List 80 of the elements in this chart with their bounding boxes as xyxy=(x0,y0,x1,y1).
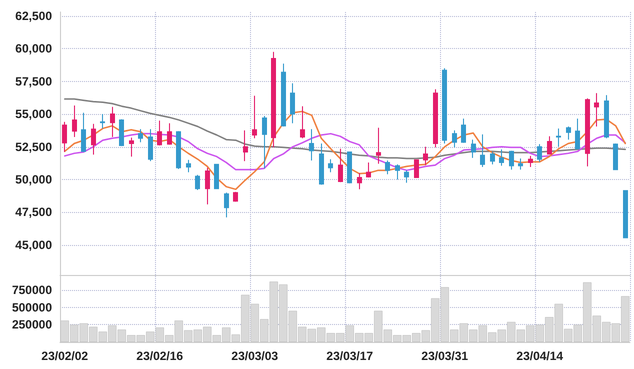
candlestick xyxy=(138,128,143,143)
candlestick xyxy=(205,167,210,205)
candlestick xyxy=(585,98,590,167)
candlestick xyxy=(471,139,476,158)
x-tick-label: 23/03/31 xyxy=(421,349,468,363)
x-tick-label: 23/02/02 xyxy=(41,349,88,363)
candlestick xyxy=(309,128,314,162)
candlestick xyxy=(176,130,181,170)
candlestick xyxy=(281,63,286,127)
y-tick-label: 750000 xyxy=(12,282,52,297)
candlestick xyxy=(119,118,124,147)
candlestick xyxy=(518,158,523,170)
candlestick xyxy=(566,126,571,140)
candlestick xyxy=(404,170,409,184)
candlestick xyxy=(376,127,381,164)
y-tick-label: 50,000 xyxy=(15,172,52,186)
candlestick xyxy=(461,118,466,144)
candlestick xyxy=(290,82,295,124)
candlestick xyxy=(452,130,457,148)
candlestick xyxy=(157,120,162,146)
y-tick-label: 250000 xyxy=(12,318,52,332)
candlestick xyxy=(604,94,609,139)
candlestick xyxy=(575,118,580,150)
y-tick-label: 55,000 xyxy=(15,107,52,122)
candlestick xyxy=(81,112,86,153)
candlestick xyxy=(613,143,618,170)
candlestick xyxy=(72,105,77,138)
x-tick-label: 23/04/14 xyxy=(516,349,564,363)
candlestick xyxy=(499,148,504,166)
candlestick xyxy=(537,144,542,162)
candlestick xyxy=(623,190,628,238)
candlestick xyxy=(509,150,514,170)
line-series xyxy=(64,98,626,160)
candlestick xyxy=(414,159,419,178)
candlestick xyxy=(433,88,438,148)
candlestick xyxy=(262,116,267,169)
candlestick xyxy=(214,164,219,190)
candlestick xyxy=(110,106,115,138)
candlestick xyxy=(100,114,105,129)
candlestick xyxy=(167,122,172,146)
y-tick-label: 500000 xyxy=(12,300,52,314)
line-series xyxy=(64,132,626,172)
x-tick-label: 23/03/03 xyxy=(231,349,278,363)
candlestick xyxy=(62,121,67,153)
y-tick-label: 62,500 xyxy=(15,8,52,23)
candlestick xyxy=(300,106,305,139)
candlestick xyxy=(252,95,257,139)
candlestick xyxy=(556,128,561,148)
candlestick xyxy=(442,68,447,144)
y-tick-label: 60,000 xyxy=(15,42,52,56)
y-tick-label: 47,500 xyxy=(15,205,52,220)
candlestick xyxy=(528,155,533,168)
candlestick xyxy=(366,162,371,178)
candlestick xyxy=(328,158,333,173)
candlestick xyxy=(395,164,400,180)
candlestick xyxy=(195,174,200,190)
candlestick xyxy=(347,152,352,184)
line-series xyxy=(64,110,626,190)
y-tick-label: 57,500 xyxy=(15,74,52,88)
candlestick xyxy=(547,136,552,156)
candlestick xyxy=(186,159,191,173)
candlestick xyxy=(148,128,153,162)
candlestick xyxy=(338,148,343,183)
candlestick xyxy=(357,172,362,190)
candlestick xyxy=(594,92,599,127)
candlestick xyxy=(319,143,324,186)
x-tick-label: 23/03/17 xyxy=(326,349,374,363)
y-tick-label: 52,500 xyxy=(15,140,52,154)
y-tick-label: 45,000 xyxy=(15,238,52,252)
candlestick xyxy=(423,146,428,166)
candlestick xyxy=(385,160,390,175)
candlestick xyxy=(243,130,248,162)
candlestick xyxy=(490,152,495,165)
candlestick xyxy=(91,123,96,156)
candlestick xyxy=(233,191,238,202)
x-tick-label: 23/02/16 xyxy=(136,349,184,363)
candlestick xyxy=(480,134,485,168)
candlestick xyxy=(129,137,134,158)
candlestick xyxy=(271,51,276,148)
candlestick xyxy=(224,192,229,218)
